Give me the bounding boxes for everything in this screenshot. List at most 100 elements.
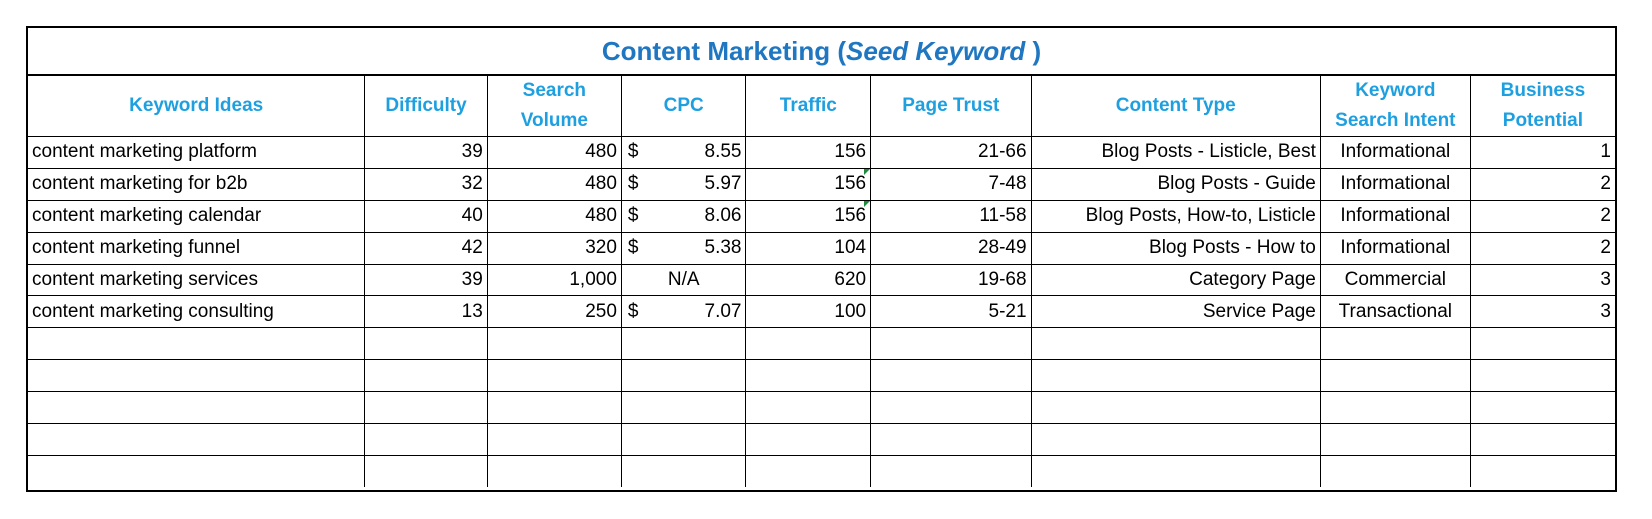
page-trust-cell[interactable]: 11-58 bbox=[870, 199, 1032, 233]
empty-cell[interactable] bbox=[28, 423, 366, 456]
difficulty-cell[interactable]: 39 bbox=[364, 136, 488, 169]
search-intent-cell[interactable]: Commercial bbox=[1319, 263, 1471, 297]
empty-cell[interactable] bbox=[486, 454, 622, 488]
search-volume-cell[interactable]: 1,000 bbox=[486, 263, 622, 297]
empty-cell[interactable] bbox=[486, 423, 622, 456]
difficulty-cell[interactable]: 40 bbox=[364, 199, 488, 233]
empty-cell[interactable] bbox=[745, 423, 872, 456]
page-trust-cell[interactable]: 21-66 bbox=[870, 136, 1032, 169]
empty-cell[interactable] bbox=[620, 327, 747, 361]
empty-cell[interactable] bbox=[870, 454, 1032, 488]
empty-cell[interactable] bbox=[1319, 391, 1471, 425]
difficulty-cell[interactable]: 39 bbox=[364, 263, 488, 297]
empty-cell[interactable] bbox=[870, 327, 1032, 361]
empty-cell[interactable] bbox=[364, 391, 488, 425]
empty-cell[interactable] bbox=[620, 423, 747, 456]
header-keyword-ideas[interactable]: Keyword Ideas bbox=[28, 74, 366, 137]
header-traffic[interactable]: Traffic bbox=[745, 74, 872, 137]
business-potential-cell[interactable]: 3 bbox=[1469, 263, 1615, 297]
header-page-trust[interactable]: Page Trust bbox=[870, 74, 1032, 137]
keyword-cell[interactable]: content marketing platform bbox=[28, 136, 366, 169]
page-trust-cell[interactable]: 5-21 bbox=[870, 295, 1032, 329]
empty-cell[interactable] bbox=[364, 454, 488, 488]
empty-cell[interactable] bbox=[486, 327, 622, 361]
empty-cell[interactable] bbox=[364, 359, 488, 393]
empty-cell[interactable] bbox=[486, 391, 622, 425]
business-potential-cell[interactable]: 2 bbox=[1469, 167, 1615, 201]
empty-cell[interactable] bbox=[620, 391, 747, 425]
search-volume-cell[interactable]: 480 bbox=[486, 199, 622, 233]
header-difficulty[interactable]: Difficulty bbox=[364, 74, 488, 137]
empty-cell[interactable] bbox=[1469, 359, 1615, 393]
keyword-cell[interactable]: content marketing consulting bbox=[28, 295, 366, 329]
empty-cell[interactable] bbox=[620, 454, 747, 488]
empty-cell[interactable] bbox=[745, 359, 872, 393]
traffic-cell[interactable]: 156 bbox=[745, 136, 872, 169]
content-type-cell[interactable]: Blog Posts - Guide bbox=[1030, 167, 1321, 201]
content-type-cell[interactable]: Blog Posts, How-to, Listicle bbox=[1030, 199, 1321, 233]
empty-cell[interactable] bbox=[870, 359, 1032, 393]
content-type-cell[interactable]: Service Page bbox=[1030, 295, 1321, 329]
header-search-volume[interactable]: Search Volume bbox=[486, 74, 622, 137]
empty-cell[interactable] bbox=[28, 391, 366, 425]
traffic-cell[interactable]: 156 bbox=[745, 199, 872, 233]
content-type-cell[interactable]: Blog Posts - How to bbox=[1030, 231, 1321, 265]
keyword-cell[interactable]: content marketing funnel bbox=[28, 231, 366, 265]
traffic-cell[interactable]: 620 bbox=[745, 263, 872, 297]
traffic-cell[interactable]: 100 bbox=[745, 295, 872, 329]
business-potential-cell[interactable]: 3 bbox=[1469, 295, 1615, 329]
empty-cell[interactable] bbox=[1469, 423, 1615, 456]
keyword-cell[interactable]: content marketing services bbox=[28, 263, 366, 297]
page-trust-cell[interactable]: 28-49 bbox=[870, 231, 1032, 265]
empty-cell[interactable] bbox=[745, 327, 872, 361]
cpc-cell[interactable]: $8.55 bbox=[620, 136, 747, 169]
empty-cell[interactable] bbox=[364, 423, 488, 456]
search-intent-cell[interactable]: Informational bbox=[1319, 199, 1471, 233]
cpc-cell[interactable]: $8.06 bbox=[620, 199, 747, 233]
difficulty-cell[interactable]: 13 bbox=[364, 295, 488, 329]
content-type-cell[interactable]: Category Page bbox=[1030, 263, 1321, 297]
header-content-type[interactable]: Content Type bbox=[1030, 74, 1321, 137]
empty-cell[interactable] bbox=[1319, 423, 1471, 456]
search-volume-cell[interactable]: 480 bbox=[486, 167, 622, 201]
difficulty-cell[interactable]: 42 bbox=[364, 231, 488, 265]
search-intent-cell[interactable]: Informational bbox=[1319, 136, 1471, 169]
empty-cell[interactable] bbox=[486, 359, 622, 393]
header-search-intent[interactable]: Keyword Search Intent bbox=[1319, 74, 1471, 137]
cpc-cell[interactable]: $7.07 bbox=[620, 295, 747, 329]
empty-cell[interactable] bbox=[1030, 391, 1321, 425]
business-potential-cell[interactable]: 2 bbox=[1469, 199, 1615, 233]
difficulty-cell[interactable]: 32 bbox=[364, 167, 488, 201]
search-intent-cell[interactable]: Informational bbox=[1319, 231, 1471, 265]
empty-cell[interactable] bbox=[870, 423, 1032, 456]
traffic-cell[interactable]: 104 bbox=[745, 231, 872, 265]
empty-cell[interactable] bbox=[28, 454, 366, 488]
cpc-cell[interactable]: $5.97 bbox=[620, 167, 747, 201]
empty-cell[interactable] bbox=[364, 327, 488, 361]
page-trust-cell[interactable]: 7-48 bbox=[870, 167, 1032, 201]
empty-cell[interactable] bbox=[745, 454, 872, 488]
empty-cell[interactable] bbox=[1319, 454, 1471, 488]
empty-cell[interactable] bbox=[1469, 454, 1615, 488]
keyword-cell[interactable]: content marketing calendar bbox=[28, 199, 366, 233]
empty-cell[interactable] bbox=[1030, 359, 1321, 393]
empty-cell[interactable] bbox=[1319, 359, 1471, 393]
empty-cell[interactable] bbox=[1469, 327, 1615, 361]
search-intent-cell[interactable]: Informational bbox=[1319, 167, 1471, 201]
traffic-cell[interactable]: 156 bbox=[745, 167, 872, 201]
page-trust-cell[interactable]: 19-68 bbox=[870, 263, 1032, 297]
empty-cell[interactable] bbox=[1030, 423, 1321, 456]
search-volume-cell[interactable]: 250 bbox=[486, 295, 622, 329]
content-type-cell[interactable]: Blog Posts - Listicle, Best bbox=[1030, 136, 1321, 169]
empty-cell[interactable] bbox=[1030, 454, 1321, 488]
search-intent-cell[interactable]: Transactional bbox=[1319, 295, 1471, 329]
empty-cell[interactable] bbox=[1030, 327, 1321, 361]
empty-cell[interactable] bbox=[1469, 391, 1615, 425]
search-volume-cell[interactable]: 320 bbox=[486, 231, 622, 265]
empty-cell[interactable] bbox=[28, 359, 366, 393]
empty-cell[interactable] bbox=[28, 327, 366, 361]
search-volume-cell[interactable]: 480 bbox=[486, 136, 622, 169]
business-potential-cell[interactable]: 1 bbox=[1469, 136, 1615, 169]
cpc-cell[interactable]: N/A bbox=[620, 263, 747, 297]
keyword-cell[interactable]: content marketing for b2b bbox=[28, 167, 366, 201]
